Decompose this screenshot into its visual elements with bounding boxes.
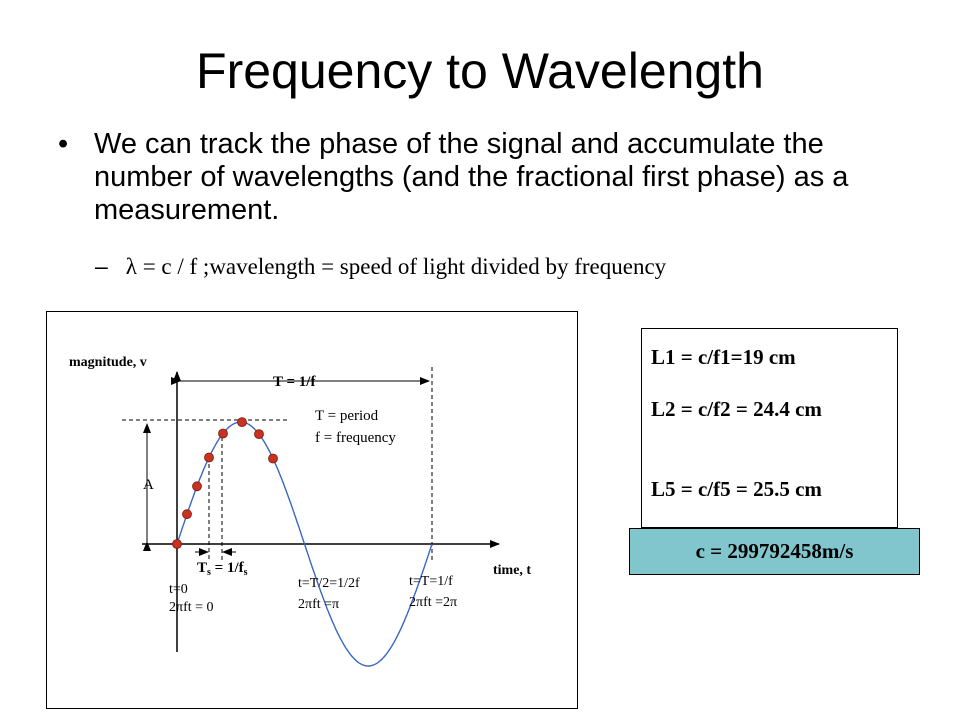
sub-bullet: – λ = c / f ;wavelength = speed of light … xyxy=(95,253,666,280)
sine-wave-diagram: magnitude, v time, t T = 1/f T = period … xyxy=(46,311,578,709)
sine-wave xyxy=(176,421,433,667)
thalf-phase: 2πft =π xyxy=(298,597,339,612)
wavelength-l5: L5 = c/f5 = 25.5 cm xyxy=(651,477,822,501)
bullet-dot: • xyxy=(58,128,69,160)
legend-frequency: f = frequency xyxy=(315,430,396,446)
sample-points xyxy=(172,417,278,549)
x-axis-label: time, t xyxy=(493,563,531,578)
sample-point xyxy=(254,429,264,439)
sample-point xyxy=(192,481,202,492)
sample-period-label: Ts = 1/fs xyxy=(197,560,248,578)
bullet-text: We can track the phase of the signal and… xyxy=(94,128,849,226)
sample-point xyxy=(204,452,214,463)
sub-bullet-dash: – xyxy=(95,253,108,279)
y-axis-label: magnitude, v xyxy=(69,355,147,370)
sample-point xyxy=(237,417,247,427)
thalf-label: t=T/2=1/2f xyxy=(298,576,360,591)
wavelength-box: L1 = c/f1=19 cm L2 = c/f2 = 24.4 cm L5 =… xyxy=(641,328,898,528)
sample-point xyxy=(268,453,278,464)
sample-point xyxy=(172,539,182,549)
legend-period: T = period xyxy=(315,408,379,424)
speed-of-light-box: c = 299792458m/s xyxy=(629,528,920,575)
sub-bullet-text: λ = c / f ;wavelength = speed of light d… xyxy=(125,254,667,279)
sample-point xyxy=(218,428,228,439)
sine-wave-svg: magnitude, v time, t T = 1/f T = period … xyxy=(69,355,531,667)
tfull-label: t=T=1/f xyxy=(409,574,453,589)
t0-phase: 2πft = 0 xyxy=(169,600,214,615)
wavelength-l1: L1 = c/f1=19 cm xyxy=(651,345,796,369)
tfull-phase: 2πft =2π xyxy=(409,595,457,610)
amplitude-label: A xyxy=(143,477,154,493)
sample-point xyxy=(182,509,192,520)
slide-title: Frequency to Wavelength xyxy=(196,43,764,99)
period-label: T = 1/f xyxy=(273,374,316,390)
t0-label: t=0 xyxy=(169,582,188,597)
wavelength-l2: L2 = c/f2 = 24.4 cm xyxy=(651,397,822,421)
